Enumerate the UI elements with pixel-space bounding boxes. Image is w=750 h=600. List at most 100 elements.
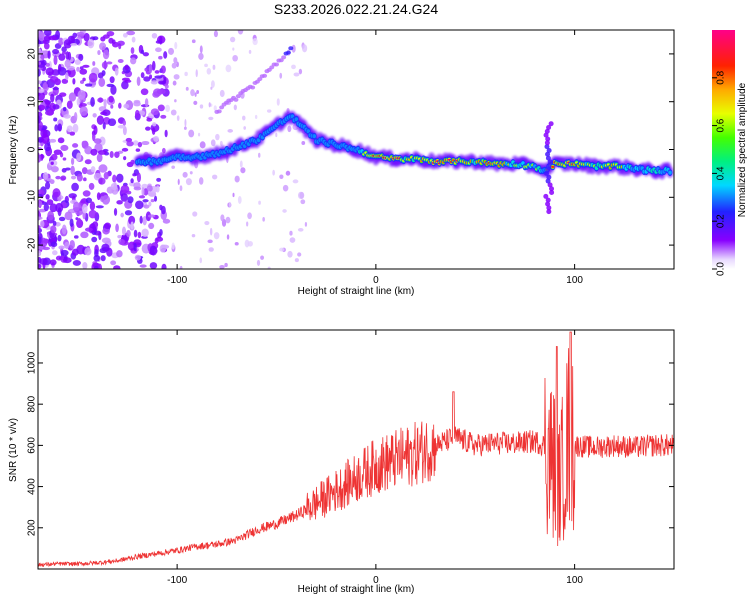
noise-blob — [189, 171, 193, 175]
spread-blob — [549, 190, 555, 196]
noise-blob — [275, 132, 278, 138]
noise-blob — [133, 229, 138, 238]
spread-blob — [546, 147, 552, 153]
noise-blob — [151, 127, 156, 135]
spread-blob — [544, 170, 550, 176]
noise-blob — [155, 185, 160, 193]
noise-blob — [89, 201, 96, 211]
noise-blob — [49, 259, 57, 266]
noise-blob — [252, 38, 258, 46]
noise-blob — [54, 124, 59, 132]
noise-blob — [120, 185, 130, 194]
spread-blob — [544, 140, 550, 146]
noise-blob — [95, 205, 104, 209]
noise-blob — [118, 43, 122, 50]
noise-blob — [163, 51, 168, 59]
x-tick-label: 100 — [566, 575, 583, 586]
noise-blob — [298, 68, 303, 75]
noise-blob — [92, 113, 97, 118]
noise-blob — [282, 184, 289, 192]
noise-blob — [68, 92, 77, 102]
noise-blob — [176, 115, 180, 121]
spread-blob — [546, 163, 552, 169]
noise-blob — [98, 177, 106, 185]
spread-blob — [544, 144, 550, 150]
noise-blob — [121, 80, 129, 90]
noise-blob — [141, 228, 149, 238]
noise-blob — [170, 109, 177, 116]
noise-blob — [83, 32, 90, 42]
noise-blob — [70, 175, 77, 180]
noise-blob — [58, 216, 66, 222]
noise-blob — [69, 218, 74, 228]
noise-blob — [122, 32, 128, 38]
noise-blob — [109, 76, 115, 84]
noise-blob — [58, 64, 62, 72]
noise-blob — [72, 78, 76, 85]
snr-x-ticks: -100 0 100 — [167, 330, 583, 586]
noise-blob — [141, 140, 150, 146]
noise-blob — [82, 262, 88, 269]
noise-blob — [113, 265, 121, 269]
noise-blob — [102, 34, 110, 39]
noise-blob — [159, 204, 163, 211]
noise-blob — [208, 102, 211, 108]
noise-blob — [184, 119, 187, 127]
noise-blob — [82, 203, 88, 214]
noise-blob — [233, 104, 237, 111]
noise-blob — [43, 35, 51, 42]
noise-blob — [102, 49, 110, 60]
noise-blob — [198, 52, 204, 60]
noise-blob — [237, 30, 244, 35]
noise-blob — [71, 182, 79, 192]
noise-blob — [294, 258, 299, 263]
noise-blob — [154, 195, 158, 202]
noise-blob — [182, 171, 188, 178]
noise-blob — [194, 92, 197, 97]
noise-blob — [150, 80, 158, 85]
noise-blob — [87, 39, 95, 49]
snr-y-ticks: 200 400 600 800 1000 — [27, 351, 674, 536]
noise-blob — [157, 104, 165, 112]
noise-blob — [153, 135, 160, 142]
noise-blob — [97, 263, 103, 269]
noise-blob — [60, 249, 69, 256]
spread-blob — [546, 174, 552, 180]
noise-blob — [137, 231, 142, 239]
noise-blob — [97, 150, 107, 155]
noise-blob — [232, 192, 235, 198]
spread-blob — [549, 186, 555, 192]
colorbar-ticks: 0.0 0.2 0.4 0.6 0.8 — [712, 70, 727, 276]
ridge-blob-inner — [294, 117, 299, 122]
noise-blob — [123, 103, 130, 109]
noise-blob — [81, 140, 86, 147]
noise-blob — [300, 199, 306, 205]
noise-blob — [297, 228, 304, 232]
noise-blob — [142, 216, 147, 226]
noise-blob — [114, 67, 119, 76]
noise-blob — [122, 125, 127, 136]
noise-blob — [62, 157, 67, 161]
noise-blob — [243, 126, 246, 130]
noise-blob — [237, 195, 242, 204]
spread-blob — [546, 125, 552, 131]
noise-blob — [92, 61, 96, 66]
branch-blob — [288, 46, 294, 51]
noise-blob — [287, 250, 293, 258]
noise-blob — [47, 50, 51, 59]
noise-blob — [52, 87, 59, 91]
noise-blob — [116, 200, 123, 205]
spread-blob — [546, 209, 552, 215]
noise-blob — [70, 43, 78, 47]
noise-blob — [93, 125, 98, 135]
noise-blob — [171, 62, 177, 69]
noise-blob — [49, 75, 59, 83]
noise-blob — [80, 200, 86, 204]
noise-blob — [102, 122, 106, 130]
noise-blob — [289, 237, 296, 243]
noise-blob — [135, 109, 140, 119]
ridge-blob-inner — [312, 134, 317, 139]
noise-blob — [77, 89, 86, 100]
noise-blob — [84, 83, 93, 87]
noise-blob — [266, 109, 272, 113]
